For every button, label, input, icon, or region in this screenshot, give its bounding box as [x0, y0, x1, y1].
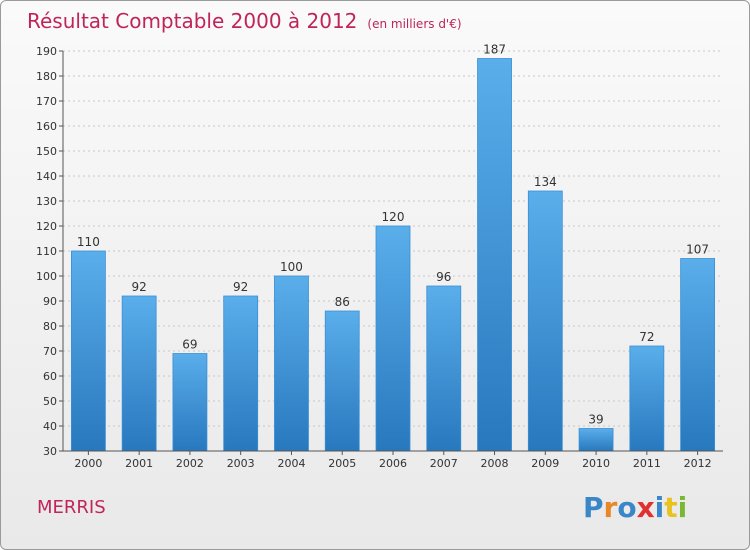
y-tick-label: 140: [36, 170, 57, 183]
x-tick-label: 2011: [633, 457, 661, 470]
y-tick-label: 170: [36, 95, 57, 108]
x-tick-label: 2002: [176, 457, 204, 470]
bar-value-label: 72: [639, 330, 654, 344]
bar: [172, 353, 208, 452]
x-tick-label: 2006: [379, 457, 407, 470]
y-tick-label: 70: [43, 345, 57, 358]
bar: [274, 275, 309, 452]
bar: [680, 258, 716, 452]
bar-value-label: 69: [182, 338, 197, 352]
x-tick-label: 2001: [125, 457, 153, 470]
chart-title: Résultat Comptable 2000 à 2012 (en millie…: [27, 9, 462, 33]
y-tick-label: 160: [36, 120, 57, 133]
town-name: MERRIS: [37, 497, 106, 518]
x-tick-label: 2010: [582, 457, 610, 470]
x-tick-label: 2000: [74, 457, 102, 470]
bar: [477, 58, 512, 452]
x-tick-label: 2007: [430, 457, 458, 470]
bar-value-label: 86: [335, 295, 350, 309]
logo-letter: r: [603, 491, 618, 524]
x-tick-label: 2003: [227, 457, 255, 470]
x-tick-label: 2008: [481, 457, 509, 470]
bar: [70, 250, 106, 452]
bar: [375, 225, 411, 452]
bar-value-label: 100: [280, 260, 303, 274]
x-tick-label: 2005: [328, 457, 356, 470]
bar-value-label: 96: [436, 270, 451, 284]
y-tick-label: 180: [36, 70, 57, 83]
y-tick-label: 100: [36, 270, 57, 283]
y-tick-label: 30: [43, 445, 57, 458]
y-tick-label: 110: [36, 245, 57, 258]
y-tick-label: 150: [36, 145, 57, 158]
bar: [426, 285, 462, 452]
bar: [223, 295, 259, 452]
bar-value-label: 107: [686, 243, 709, 257]
y-tick-label: 120: [36, 220, 57, 233]
bar: [527, 190, 563, 452]
bar-value-label: 39: [588, 413, 603, 427]
logo-letter: i: [677, 491, 688, 524]
bar: [578, 428, 614, 452]
bar-value-label: 110: [77, 235, 100, 249]
bar-value-label: 134: [534, 175, 557, 189]
y-tick-label: 80: [43, 320, 57, 333]
y-tick-label: 90: [43, 295, 57, 308]
x-tick-label: 2004: [277, 457, 305, 470]
bar-value-label: 120: [382, 210, 405, 224]
logo-letter: P: [583, 491, 604, 524]
logo-letter: o: [617, 491, 637, 524]
y-tick-label: 190: [36, 45, 57, 58]
y-tick-label: 50: [43, 395, 57, 408]
logo-letter: x: [636, 491, 655, 524]
logo-letter: t: [664, 491, 678, 524]
bar: [629, 345, 665, 452]
logo-letter: i: [654, 491, 665, 524]
bar: [121, 295, 157, 452]
y-tick-label: 40: [43, 420, 57, 433]
bar-value-label: 92: [233, 280, 248, 294]
x-tick-label: 2012: [684, 457, 712, 470]
proxiti-logo: Proxiti: [583, 491, 687, 524]
y-tick-label: 130: [36, 195, 57, 208]
y-tick-label: 60: [43, 370, 57, 383]
bar: [324, 310, 360, 452]
chart-subtitle: (en milliers d'€): [367, 17, 462, 31]
bar-value-label: 92: [132, 280, 147, 294]
bar-value-label: 187: [483, 43, 506, 57]
x-tick-label: 2009: [531, 457, 559, 470]
